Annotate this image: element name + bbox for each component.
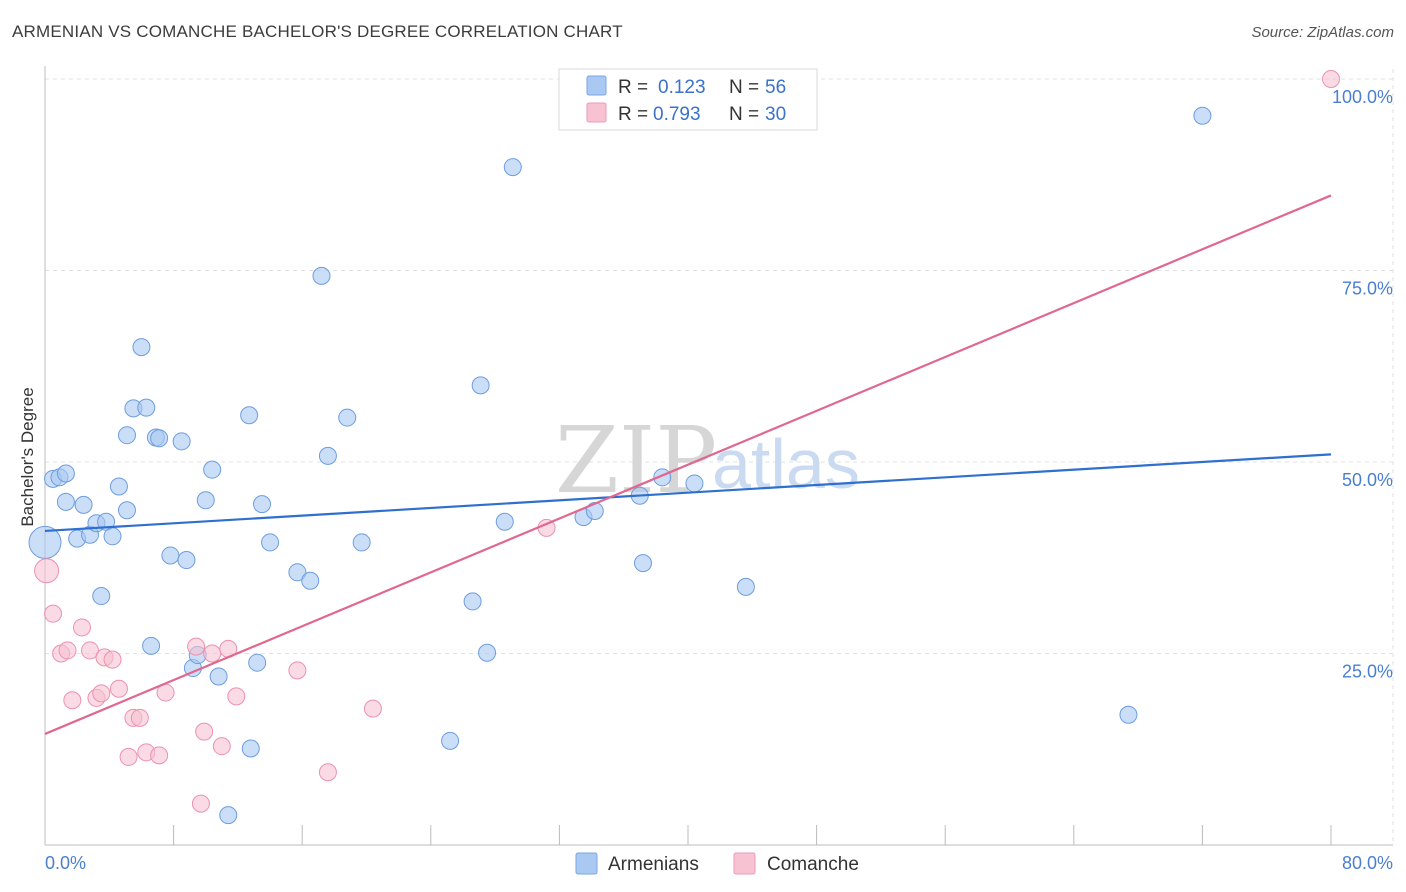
x-tick-label: 0.0% [45,853,86,873]
point-armenians [471,376,490,395]
point-armenians [478,643,497,662]
point-comanche [150,746,169,765]
point-armenians [117,501,136,520]
point-armenians [352,533,371,552]
point-comanche [109,679,128,698]
y-tick-label: 75.0% [1342,279,1393,299]
x-tick-label: 80.0% [1342,853,1393,873]
bottom-legend-swatch-armenians [575,852,598,875]
point-armenians [241,739,260,758]
point-armenians [56,492,75,511]
chart-title: ARMENIAN VS COMANCHE BACHELOR'S DEGREE C… [12,22,623,41]
point-comanche [195,722,214,741]
point-comanche [288,661,307,680]
data-points [28,70,1340,825]
legend-n-label: N = [729,77,759,98]
axes [44,66,1393,846]
legend-r-label: R = [618,104,648,125]
trend-lines [44,194,1332,735]
point-comanche [119,747,138,766]
point-armenians [109,477,128,496]
point-comanche [227,687,246,706]
gridlines [45,69,1394,845]
legend-r-value-armenians: 0.123 [658,77,706,98]
point-armenians [56,464,75,483]
point-armenians [132,338,151,357]
point-armenians [240,406,259,425]
point-armenians [301,571,320,590]
trend-line-armenians [44,453,1332,533]
point-comanche [318,763,337,782]
legend-r-value-comanche: 0.793 [653,104,701,125]
point-comanche [81,641,100,660]
point-armenians [495,512,514,531]
point-armenians [150,429,169,448]
legend-n-label: N = [729,104,759,125]
point-comanche [212,737,231,756]
point-comanche [363,699,382,718]
point-comanche [191,794,210,813]
y-tick-label: 100.0% [1332,87,1393,107]
tick-labels: 25.0% 50.0% 75.0% 100.0% 0.0% 80.0% [45,87,1393,873]
point-armenians [503,158,522,177]
point-armenians [1193,106,1212,125]
trend-line-comanche [44,194,1332,735]
point-armenians [196,491,215,510]
point-armenians [103,527,122,546]
bottom-legend-label-armenians: Armenians [608,854,699,875]
point-armenians [172,432,191,451]
point-comanche [203,644,222,663]
legend-swatch-armenians [586,75,607,96]
point-armenians [92,587,111,606]
bottom-legend-swatch-comanche [733,852,756,875]
point-armenians [177,551,196,570]
point-armenians [209,667,228,686]
point-armenians [248,653,267,672]
point-armenians [203,460,222,479]
point-armenians [137,398,156,417]
point-comanche [103,650,122,669]
point-armenians [441,731,460,750]
point-comanche [58,641,77,660]
point-comanche [63,691,82,710]
legend-swatch-comanche [586,102,607,123]
watermark: ZIP atlas [555,407,860,514]
point-armenians [161,546,180,565]
point-armenians [463,592,482,611]
legend-n-value-comanche: 30 [765,104,786,125]
point-comanche [187,637,206,656]
point-armenians [736,577,755,596]
point-armenians [585,502,604,521]
point-armenians [633,554,652,573]
point-armenians [74,495,93,514]
chart-source: Source: ZipAtlas.com [1251,24,1394,41]
y-tick-label: 25.0% [1342,662,1393,682]
series-legend: Armenians Comanche [575,852,859,875]
correlation-legend: R = 0.123 N = 56 R = 0.793 N = 30 [558,68,818,131]
point-armenians [318,446,337,465]
point-armenians [219,806,238,825]
point-comanche [1322,70,1340,88]
point-comanche [72,618,91,637]
point-armenians [1119,705,1138,724]
watermark-atlas: atlas [712,425,860,503]
point-armenians [288,563,307,582]
point-armenians [685,474,704,493]
point-armenians [142,636,161,655]
y-axis-label: Bachelor's Degree [18,387,37,526]
point-comanche [92,684,111,703]
point-comanche [130,708,149,727]
y-tick-label: 50.0% [1342,470,1393,490]
point-comanche [34,558,60,584]
point-armenians [338,408,357,427]
point-comanche [44,604,63,623]
bottom-legend-label-comanche: Comanche [767,854,859,875]
point-armenians [261,533,280,552]
point-armenians [312,266,331,285]
point-armenians [253,495,272,514]
point-armenians [117,426,136,445]
legend-n-value-armenians: 56 [765,77,786,98]
legend-r-label: R = [618,77,648,98]
